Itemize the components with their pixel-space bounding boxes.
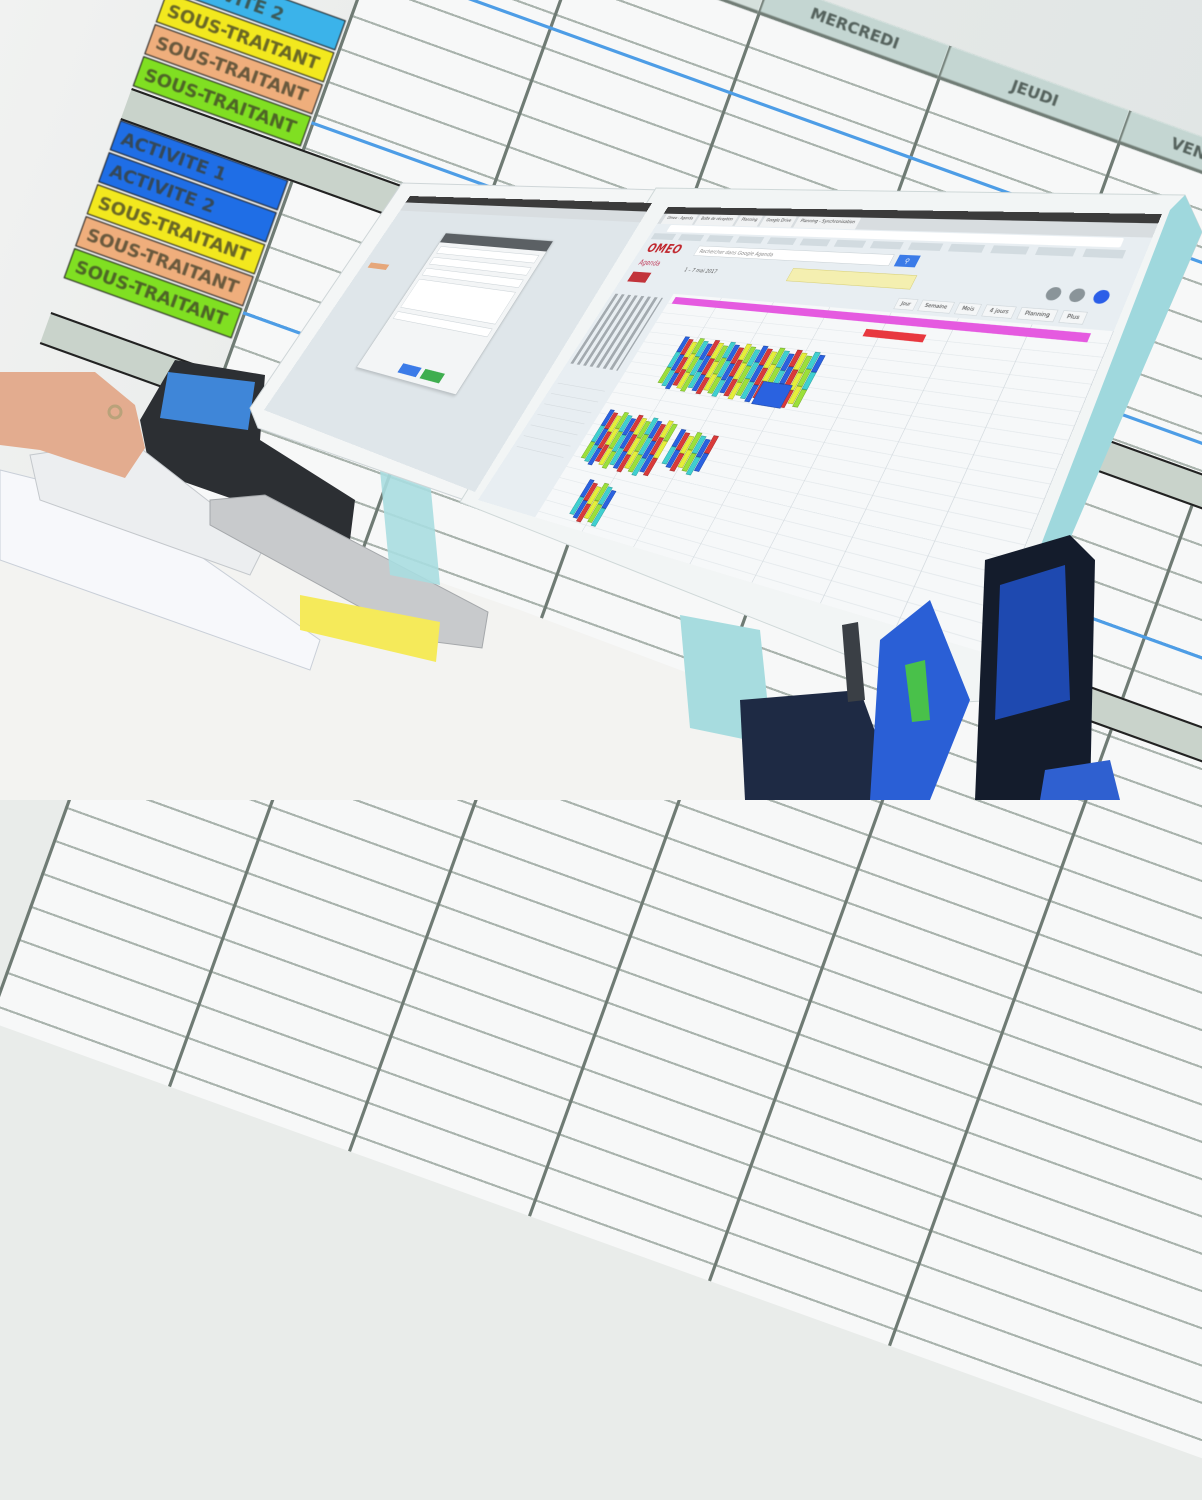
sticky-notes (300, 595, 440, 662)
desk-phone (140, 360, 355, 540)
ring (107, 404, 123, 420)
phone-screen (160, 372, 255, 430)
computer-box (209, 494, 489, 649)
left-monitor-stand (380, 470, 440, 585)
foreground (740, 535, 1120, 800)
pen-holder (740, 690, 900, 800)
hand (0, 372, 145, 478)
blue-box (1040, 760, 1120, 800)
pen (842, 622, 865, 702)
organizer-highlight (995, 565, 1070, 720)
green-marker (905, 660, 930, 722)
